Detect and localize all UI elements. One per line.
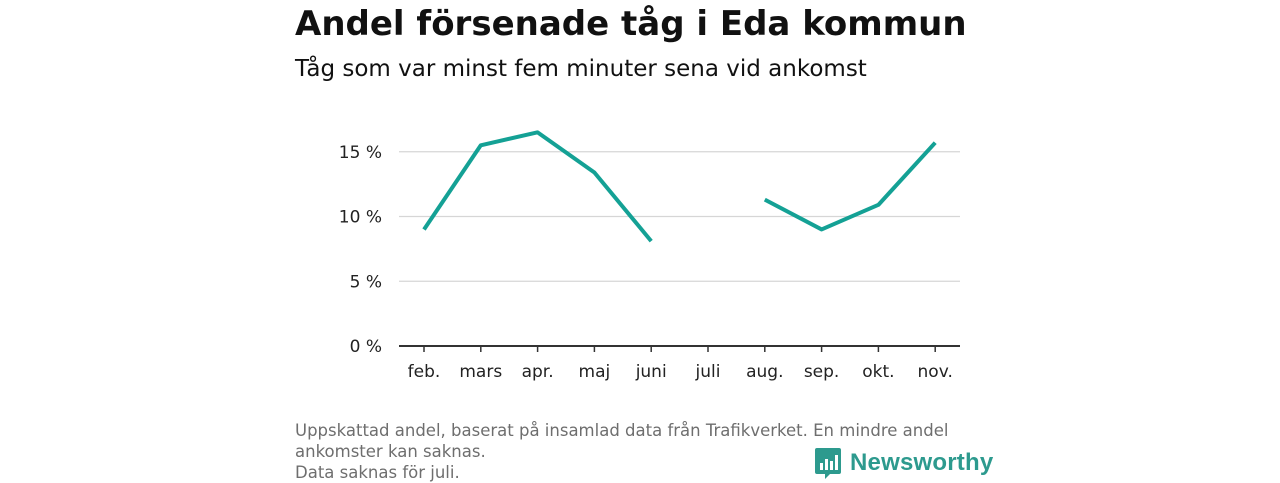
- footnote-line-1: Uppskattad andel, baserat på insamlad da…: [295, 421, 949, 440]
- x-tick-label: okt.: [862, 362, 894, 382]
- tick-labels: 0 % 5 % 10 % 15 % feb. mars apr. maj juni juli aug…: [339, 143, 953, 382]
- x-tick-label: maj: [579, 362, 611, 382]
- newsworthy-logo[interactable]: Newsworthy: [814, 446, 993, 480]
- x-tick-label: juni: [635, 362, 667, 382]
- x-tick-label: apr.: [522, 362, 554, 382]
- series-lines: [422, 130, 937, 243]
- grid-lines: [399, 151, 960, 282]
- x-tick-label: juli: [695, 362, 721, 382]
- newsworthy-logo-icon: [815, 448, 841, 479]
- x-tick-label: feb.: [408, 362, 441, 382]
- newsworthy-logo-text: Newsworthy: [850, 449, 994, 476]
- y-tick-label: 5 %: [350, 272, 382, 292]
- x-tick-label: nov.: [918, 362, 953, 382]
- y-tick-label: 15 %: [339, 143, 382, 163]
- line-chart: 0 % 5 % 10 % 15 % feb. mars apr. maj juni juli aug…: [339, 130, 960, 382]
- footnote-line-2: ankomster kan saknas.: [295, 442, 486, 461]
- footnote-line-3: Data saknas för juli.: [295, 463, 460, 482]
- series-line-segment: [763, 141, 937, 232]
- y-tick-label: 0 %: [350, 337, 382, 357]
- x-tick-label: sep.: [804, 362, 840, 382]
- chart-subtitle: Tåg som var minst fem minuter sena vid a…: [295, 56, 867, 82]
- y-tick-label: 10 %: [339, 208, 382, 228]
- chart-title: Andel försenade tåg i Eda kommun: [295, 4, 967, 44]
- x-tick-label: aug.: [746, 362, 783, 382]
- chart-footnote: Uppskattad andel, baserat på insamlad da…: [295, 420, 985, 483]
- series-line-segment: [422, 130, 653, 243]
- x-tick-label: mars: [459, 362, 502, 382]
- axes: [399, 345, 960, 352]
